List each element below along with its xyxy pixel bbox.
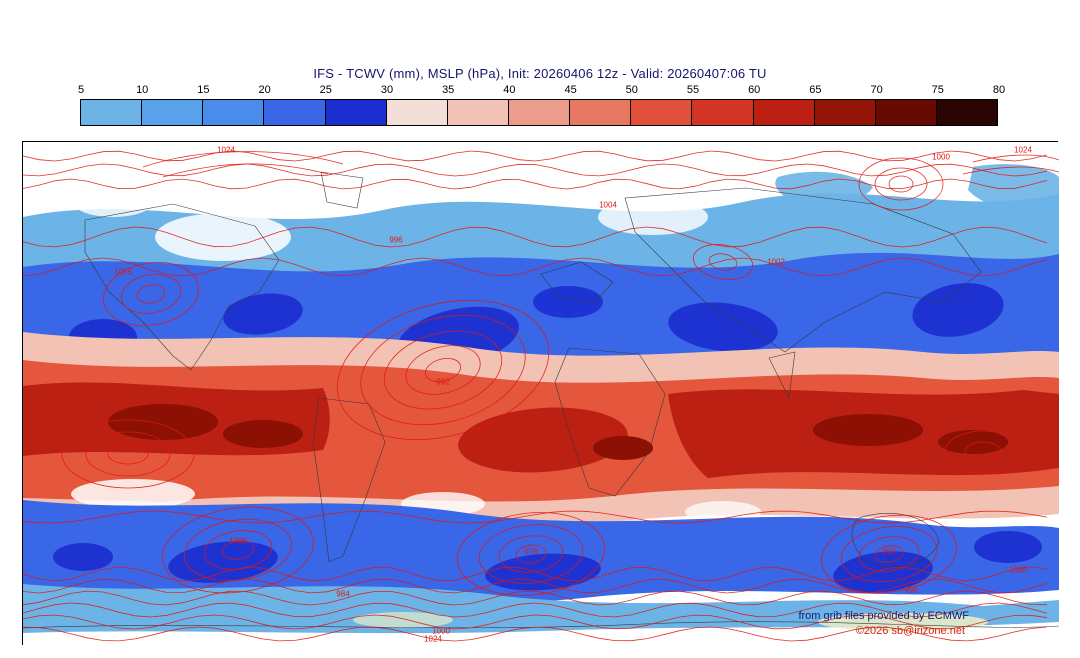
colorbar-cell: [203, 100, 265, 125]
colorbar-tick: 60: [748, 84, 761, 96]
colorbar-cell: [81, 100, 143, 125]
colorbar-tick: 65: [809, 84, 822, 96]
colorbar-tick: 40: [503, 84, 516, 96]
colorbar-tick: 35: [442, 84, 455, 96]
colorbar-cell: [570, 100, 632, 125]
colorbar-tick: 10: [136, 84, 149, 96]
colorbar-tick: 20: [258, 84, 271, 96]
colorbar-cell: [447, 100, 509, 125]
mslp-isobar-contours: [23, 150, 1059, 642]
colorbar-tick: 55: [686, 84, 700, 96]
colorbar: [80, 99, 998, 126]
colorbar-cell: [692, 100, 754, 125]
weather-map-svg: [23, 142, 1059, 645]
colorbar-tick: 25: [319, 84, 332, 96]
chart-title: IFS - TCWV (mm), MSLP (hPa), Init: 20260…: [313, 66, 767, 81]
colorbar-cell: [325, 100, 387, 125]
colorbar-cell: [936, 100, 998, 125]
colorbar-ticks: 5 10 15 20 25 30 35 40 45 50 55 60 65 70 75 80: [77, 84, 1005, 97]
colorbar-cell: [142, 100, 204, 125]
colorbar-cell: [753, 100, 815, 125]
colorbar-tick: 80: [992, 84, 1006, 96]
credit-copyright: ©2026 sb@irizone.net: [855, 625, 965, 637]
credit-ecmwf: from grib files provided by ECMWF: [798, 610, 969, 622]
colorbar-cell: [814, 100, 876, 125]
colorbar-tick: 30: [380, 84, 394, 96]
colorbar-tick: 45: [564, 84, 577, 96]
colorbar-cell: [631, 100, 693, 125]
weather-map: 1024 1000 1024 1005 996 992 1004 1002 1008 978 992…: [22, 141, 1059, 645]
colorbar-cell: [386, 100, 448, 125]
colorbar-tick: 75: [931, 84, 944, 96]
colorbar-tick: 50: [625, 84, 638, 96]
colorbar-tick: 5: [77, 84, 85, 96]
colorbar-cell: [264, 100, 326, 125]
colorbar-tick: 15: [197, 84, 210, 96]
colorbar-tick: 70: [870, 84, 883, 96]
colorbar-cell: [875, 100, 937, 125]
colorbar-cell: [508, 100, 571, 125]
